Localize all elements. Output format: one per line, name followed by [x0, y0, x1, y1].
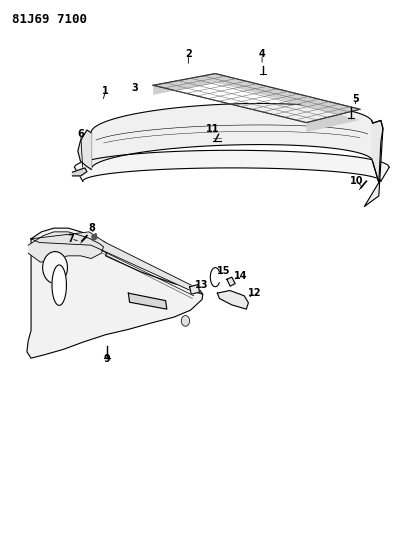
- Polygon shape: [226, 277, 235, 286]
- Polygon shape: [91, 103, 372, 169]
- Text: 14: 14: [234, 271, 247, 280]
- Text: 7: 7: [68, 234, 74, 244]
- Polygon shape: [74, 150, 388, 181]
- Circle shape: [43, 252, 67, 284]
- Text: 12: 12: [247, 288, 261, 298]
- Polygon shape: [78, 130, 91, 169]
- Polygon shape: [31, 232, 202, 294]
- Polygon shape: [92, 233, 97, 241]
- Text: 10: 10: [349, 176, 363, 186]
- Text: 1: 1: [102, 86, 109, 95]
- Text: 15: 15: [216, 266, 230, 276]
- Circle shape: [181, 316, 189, 326]
- Text: 8: 8: [88, 223, 95, 233]
- Text: 4: 4: [258, 50, 265, 59]
- Text: 9: 9: [103, 354, 110, 364]
- Polygon shape: [153, 74, 359, 132]
- Text: 6: 6: [77, 130, 84, 139]
- Polygon shape: [217, 290, 248, 309]
- Polygon shape: [52, 265, 66, 305]
- Text: 11: 11: [206, 124, 219, 134]
- Text: 81J69 7100: 81J69 7100: [12, 13, 87, 26]
- Text: 3: 3: [131, 83, 138, 93]
- Text: 2: 2: [185, 50, 191, 59]
- Text: 13: 13: [194, 280, 207, 290]
- Polygon shape: [27, 228, 202, 358]
- Polygon shape: [363, 120, 382, 207]
- Text: 5: 5: [352, 94, 358, 103]
- Polygon shape: [128, 293, 166, 309]
- Polygon shape: [72, 168, 87, 176]
- Polygon shape: [28, 232, 103, 262]
- Polygon shape: [372, 120, 382, 183]
- Polygon shape: [189, 285, 199, 294]
